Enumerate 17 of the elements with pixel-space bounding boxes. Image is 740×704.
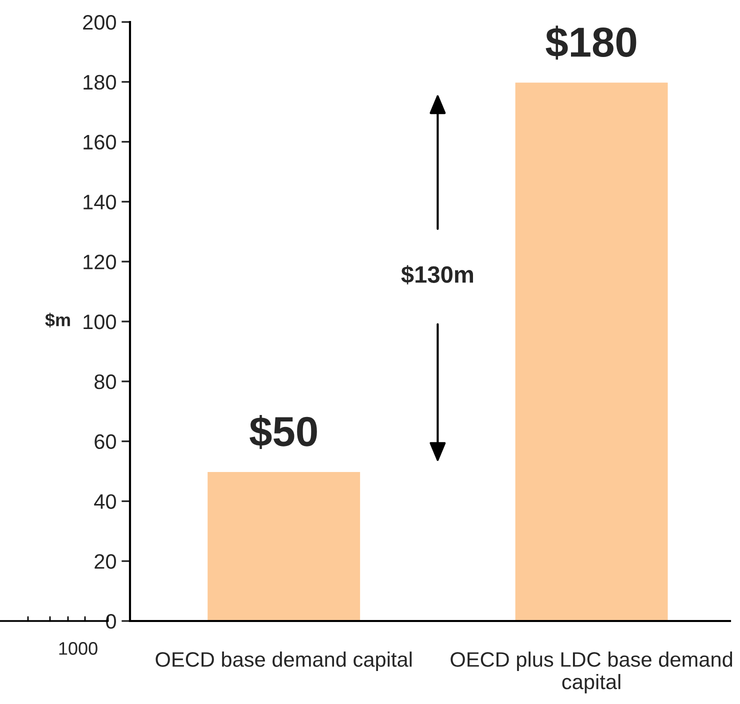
y-tick-label: 140 xyxy=(84,194,116,210)
y-tick-label: 100 xyxy=(84,314,116,330)
y-tick-label: 160 xyxy=(84,134,116,150)
data-label: $50 xyxy=(250,415,317,450)
data-label: $180 xyxy=(546,26,636,60)
x-tick-label: OECD base demand capital xyxy=(156,652,412,671)
y-tick-label: 40 xyxy=(94,494,116,509)
annotation: $130m xyxy=(401,265,473,284)
text: 1000 xyxy=(59,642,98,655)
y-tick-label: 200 xyxy=(83,15,116,30)
y-tick-label: 120 xyxy=(84,254,116,270)
y-tick-label: 60 xyxy=(94,434,116,450)
y-axis-title: $m xyxy=(45,312,70,328)
y-tick-label: 80 xyxy=(94,374,116,390)
y-tick-label: 180 xyxy=(84,74,116,90)
x-tick-label: OECD plus LDC base demand capital xyxy=(450,652,732,694)
y-tick-label: 20 xyxy=(94,554,116,569)
